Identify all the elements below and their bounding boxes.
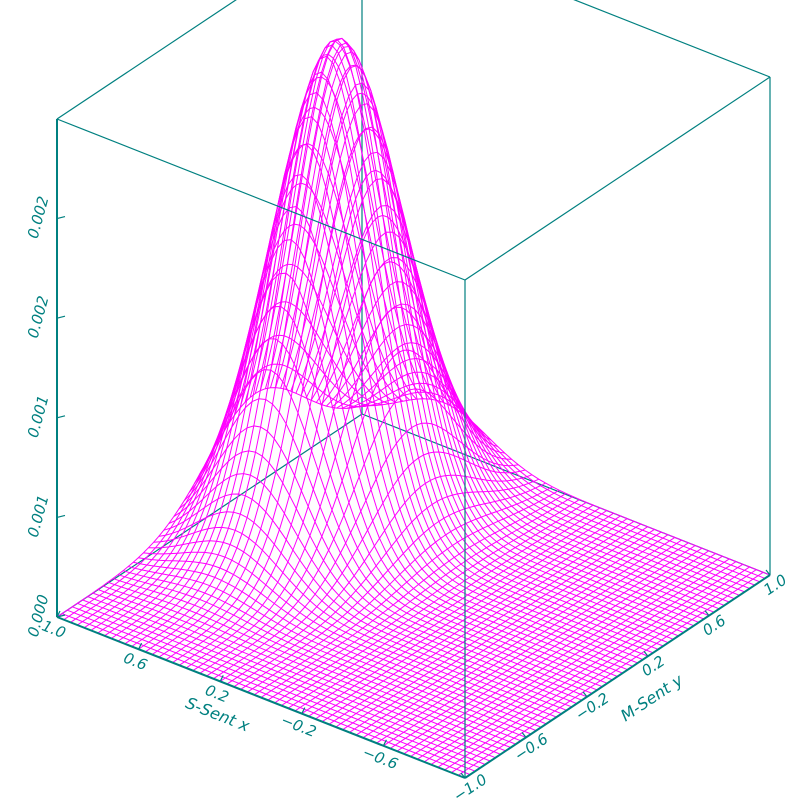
box-edge xyxy=(56,413,363,618)
surface-line xyxy=(63,363,369,621)
surface-line xyxy=(376,539,682,744)
surface-line xyxy=(281,501,587,706)
surface-line xyxy=(83,263,390,629)
surface-line xyxy=(451,569,757,774)
surface-line xyxy=(437,563,744,768)
surface-line xyxy=(383,542,689,747)
y-tick-mark xyxy=(643,650,649,657)
x-tick-mark xyxy=(56,610,61,618)
surface-line xyxy=(355,531,662,736)
z-tick-mark xyxy=(56,216,66,220)
surface-line xyxy=(172,169,478,663)
y-axis-label: M-Sent y xyxy=(617,670,687,725)
x-tick-label: −0.6 xyxy=(360,743,401,773)
surface-line xyxy=(275,64,684,633)
z-tick-label: 0.001 xyxy=(24,493,53,539)
surface-line xyxy=(253,489,560,696)
surface-line xyxy=(444,566,750,771)
surface-line xyxy=(226,474,533,685)
surface-line xyxy=(192,306,499,672)
surface-line xyxy=(199,349,505,674)
surface-line xyxy=(369,536,676,741)
surface-line xyxy=(260,492,567,698)
surface-line xyxy=(321,518,628,723)
z-tick-label: 0.001 xyxy=(24,393,53,439)
x-tick-label: −0.2 xyxy=(278,711,319,741)
z-tick-label: 0.002 xyxy=(24,294,53,340)
surface-line xyxy=(287,504,594,709)
surface-line xyxy=(117,76,424,642)
y-tick-label: 0.2 xyxy=(638,652,668,680)
z-tick-mark xyxy=(56,614,66,618)
z-tick-label: 0.002 xyxy=(24,194,53,240)
surface-line xyxy=(104,143,410,637)
surface-line xyxy=(145,45,451,653)
surface-line xyxy=(131,40,438,647)
surface-line xyxy=(389,545,696,749)
surface-line xyxy=(417,555,723,760)
y-tick-label: 0.6 xyxy=(699,611,729,639)
surface-line xyxy=(430,561,737,766)
surface-line xyxy=(111,106,417,639)
surface-line xyxy=(206,388,512,677)
surface-line xyxy=(247,486,553,693)
box-front-edges xyxy=(56,76,771,779)
y-tick-mark xyxy=(460,772,466,779)
y-tick-mark xyxy=(582,691,588,698)
surface-line xyxy=(240,482,546,690)
surface-line xyxy=(403,550,710,755)
surface-line xyxy=(294,507,601,712)
surface-line xyxy=(270,51,679,637)
y-tick-mark xyxy=(765,569,771,576)
box-edge xyxy=(56,118,466,281)
x-tick-mark xyxy=(301,707,306,714)
surface-line xyxy=(335,523,642,728)
surface-line xyxy=(124,53,431,645)
surface-line xyxy=(138,37,445,650)
surface-line xyxy=(213,422,519,680)
box-edge xyxy=(56,0,237,120)
surface-line xyxy=(308,512,614,717)
y-tick-mark xyxy=(704,610,710,616)
surface-line xyxy=(349,528,655,733)
z-tick-mark xyxy=(56,514,66,518)
y-tick-label: 1.0 xyxy=(760,571,790,599)
surface-line xyxy=(423,558,730,763)
surface-line xyxy=(410,553,716,757)
y-tick-mark xyxy=(521,732,527,738)
x-tick-mark xyxy=(219,675,224,682)
surface-line xyxy=(315,515,621,720)
surface-line xyxy=(274,498,580,704)
surface-line xyxy=(457,571,764,776)
surface-line xyxy=(219,451,526,682)
x-tick-mark xyxy=(138,642,143,650)
surface-line xyxy=(342,526,648,731)
surface-line xyxy=(70,334,376,623)
surface-line xyxy=(165,128,472,661)
surface-line xyxy=(301,510,608,715)
surface-line xyxy=(267,496,574,701)
surface-line xyxy=(158,92,465,658)
surface-line xyxy=(233,478,539,688)
z-tick-mark xyxy=(56,315,66,319)
surface-line xyxy=(77,301,383,626)
surface-line xyxy=(396,547,703,752)
surface-line xyxy=(185,261,492,669)
box-edge xyxy=(573,0,771,78)
surface-line xyxy=(328,520,635,725)
z-tick-mark xyxy=(56,415,66,419)
surface-line xyxy=(56,387,363,618)
x-axis-line xyxy=(56,616,466,779)
box-edge xyxy=(464,76,771,281)
y-axis-line xyxy=(464,574,771,779)
x-tick-mark xyxy=(382,739,387,747)
surface-mesh xyxy=(56,37,771,779)
surface-line xyxy=(362,534,669,739)
surface-line xyxy=(151,64,458,655)
